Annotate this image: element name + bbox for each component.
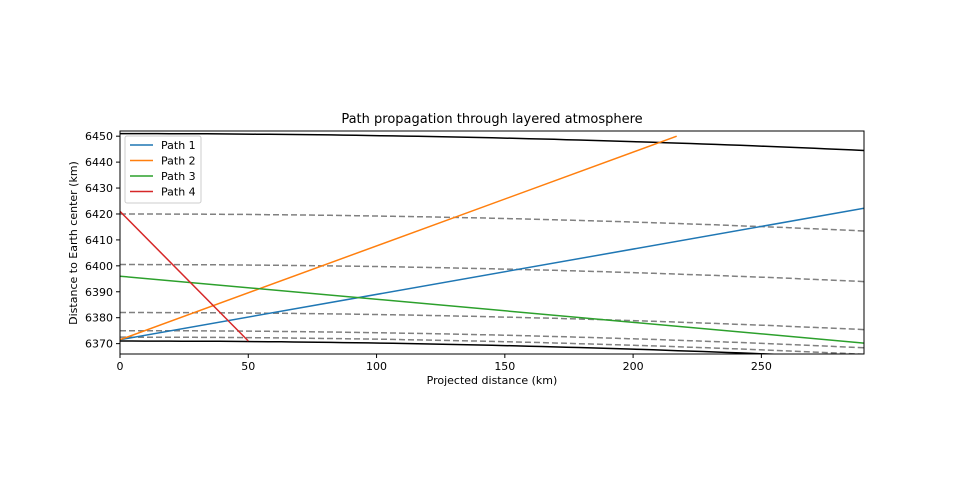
series-line-path-4 — [120, 210, 249, 342]
y-tick-label: 6380 — [85, 312, 113, 325]
axes-frame — [119, 130, 865, 355]
series-line-path-1 — [120, 207, 864, 341]
y-tick-label: 6420 — [85, 208, 113, 221]
layer-boundary-dashed — [120, 213, 864, 232]
legend-label: Path 3 — [161, 170, 196, 183]
path-series — [120, 135, 864, 344]
x-tick-label: 250 — [751, 360, 772, 373]
atmosphere-layer-boundaries — [120, 132, 864, 354]
layer-boundary-dashed — [120, 336, 864, 354]
legend: Path 1 Path 2 Path 3 Path 4 — [124, 135, 202, 204]
layer-boundary-dashed — [120, 263, 864, 283]
x-axis-label: Projected distance (km) — [427, 374, 558, 387]
x-tick-label: 0 — [117, 360, 124, 373]
y-tick-label: 6390 — [85, 286, 113, 299]
y-tick-label: 6430 — [85, 182, 113, 195]
chart-title: Path propagation through layered atmosph… — [341, 112, 642, 127]
layer-boundary-dashed — [120, 329, 864, 349]
y-tick-label: 6370 — [85, 338, 113, 351]
x-axis-ticks: 0 50 100 150 200 250 — [117, 354, 772, 373]
legend-label: Path 2 — [161, 155, 196, 168]
y-tick-label: 6410 — [85, 234, 113, 247]
y-axis-ticks: 6370 6380 6390 6400 6410 6420 6430 6440 6450 — [85, 130, 120, 351]
layer-boundary-solid — [120, 132, 864, 152]
series-line-path-3 — [120, 275, 864, 344]
legend-label: Path 1 — [161, 139, 196, 152]
layer-boundary-solid — [120, 340, 786, 354]
y-tick-label: 6400 — [85, 260, 113, 273]
x-tick-label: 150 — [494, 360, 515, 373]
y-tick-label: 6440 — [85, 156, 113, 169]
y-tick-label: 6450 — [85, 130, 113, 143]
x-tick-label: 100 — [366, 360, 387, 373]
x-tick-label: 50 — [241, 360, 255, 373]
x-tick-label: 200 — [623, 360, 644, 373]
legend-box — [124, 135, 202, 204]
layer-boundary-dashed — [120, 311, 864, 331]
plot-area — [120, 132, 864, 354]
y-axis-label: Distance to Earth center (km) — [67, 161, 80, 325]
legend-label: Path 4 — [161, 186, 196, 199]
